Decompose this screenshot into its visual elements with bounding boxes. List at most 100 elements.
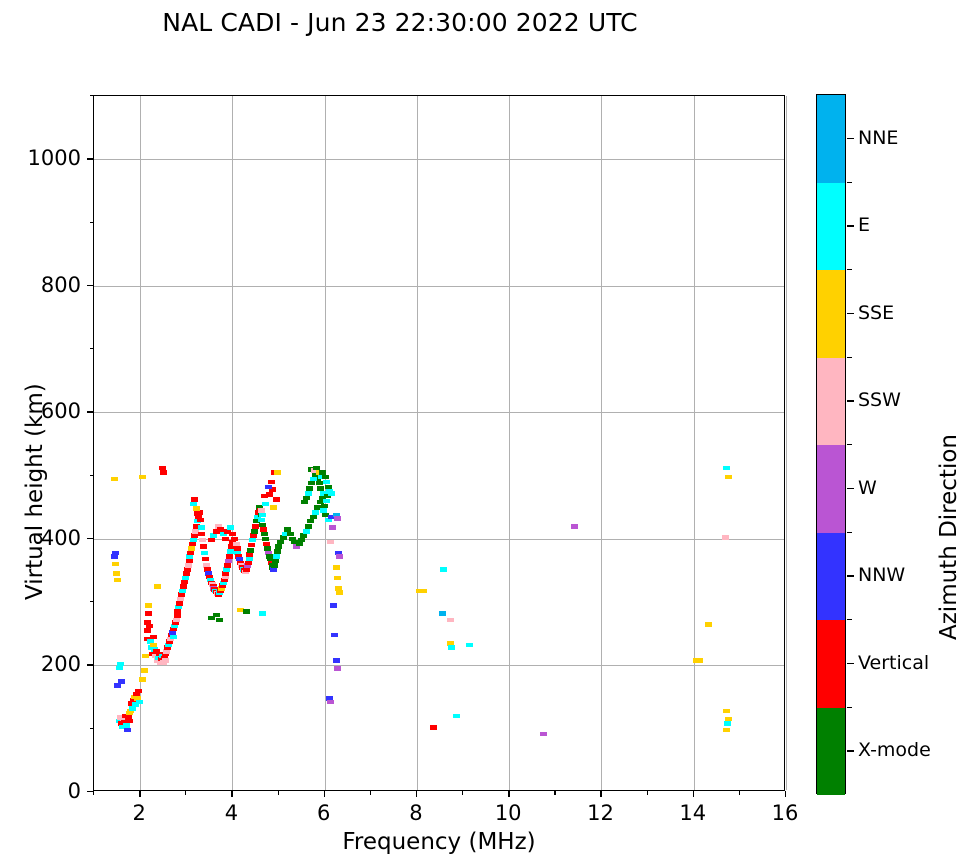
data-point [200,544,208,549]
data-point [162,651,170,657]
gridline-vertical [416,96,418,790]
data-point [286,531,294,537]
y-tick [87,411,93,413]
data-point [224,563,232,568]
colorbar-title: Azimuth Direction [936,434,958,640]
gridline-vertical [140,96,142,790]
colorbar-segment-ssw [817,357,845,445]
colorbar-tick [847,137,854,140]
colorbar-label-w: W [858,476,877,499]
data-point [111,550,119,556]
data-point [311,468,319,473]
data-point [128,701,136,706]
data-point [266,556,274,562]
data-point [202,556,210,562]
y-tick [87,537,93,540]
data-point [165,642,173,648]
data-point [334,666,342,671]
colorbar-tick [847,750,854,752]
data-point [261,493,269,499]
data-point [270,505,278,510]
x-minor-tick [462,791,464,795]
data-point [179,584,187,589]
colorbar-label-nne: NNE [858,126,899,149]
data-point [270,567,278,572]
data-point [192,506,200,511]
data-point [320,508,328,513]
data-point [310,476,318,482]
colorbar-boundary-tick [847,269,852,271]
colorbar-label-x-mode: X-mode [858,739,931,762]
data-point [438,611,446,616]
data-point [148,651,156,657]
data-point [259,512,267,518]
data-point [179,588,187,594]
colorbar-tick [847,400,854,402]
data-point [181,575,189,581]
data-point [210,533,218,538]
data-point [117,661,125,667]
colorbar-label-vertical: Vertical [858,651,930,674]
data-point [258,517,266,523]
data-point [330,603,338,608]
data-point [158,465,166,471]
data-point [114,683,122,688]
colorbar-tick [847,487,854,490]
data-point [323,493,331,499]
data-point [302,529,310,534]
data-point [334,516,342,521]
gridline-horizontal [94,159,784,161]
data-point [293,544,301,549]
data-point [235,554,243,559]
colorbar-label-nnw: NNW [858,564,906,587]
colorbar-label-sse: SSE [858,301,895,324]
data-point [704,622,712,627]
data-point [130,698,138,703]
data-point [237,607,245,613]
data-point [326,699,334,705]
data-point [452,713,460,719]
data-point [138,474,146,480]
data-point [141,668,149,673]
data-point [227,549,235,554]
data-point [161,658,169,663]
data-point [321,503,329,509]
data-point [191,497,199,502]
data-point [251,524,259,529]
data-point [129,706,137,711]
x-tick-label: 6 [316,801,331,825]
x-minor-tick [738,791,741,795]
data-point [261,531,269,537]
colorbar-tick [847,312,854,315]
data-point [221,536,229,542]
data-point [307,518,315,524]
data-point [184,563,192,568]
data-point [233,546,241,551]
x-minor-tick [369,791,371,795]
data-point [429,725,437,730]
data-point [212,529,220,534]
gridline-horizontal [94,665,784,667]
colorbar-label-e: E [858,214,871,237]
data-point [724,474,732,480]
data-point [295,541,303,547]
data-point [142,653,150,659]
data-point [118,679,126,684]
gridline-vertical [509,96,511,790]
data-point [242,567,250,572]
data-point [215,524,223,529]
data-point [311,472,319,477]
data-point [171,620,179,625]
data-point [208,615,216,621]
data-point [311,510,319,515]
x-tick [323,791,326,797]
data-point [143,636,151,642]
data-point [232,541,240,547]
data-point [206,577,214,583]
data-point [196,517,204,523]
data-point [695,658,703,663]
y-tick-label: 0 [67,779,81,803]
data-point [226,554,234,559]
data-point [111,476,119,482]
